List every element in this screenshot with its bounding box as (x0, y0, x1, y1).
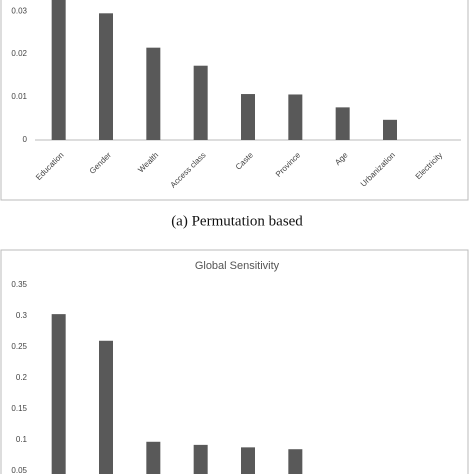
x-tick-label: Urbanization (359, 151, 397, 189)
bar (99, 340, 113, 474)
x-tick-label: Education (34, 151, 66, 183)
y-tick-label: 0.01 (11, 92, 27, 101)
x-tick-label: Caste (234, 150, 256, 172)
y-tick-label: 0.05 (11, 466, 27, 474)
caption: (a) Permutation based (171, 213, 303, 229)
bar (51, 0, 66, 140)
bar (146, 441, 161, 474)
bar (383, 119, 397, 140)
y-tick-label: 0 (23, 135, 28, 144)
chart-frame (0, 249, 469, 474)
y-tick-label: 0.1 (16, 435, 28, 444)
y-tick-label: 0.35 (11, 280, 27, 289)
y-tick-label: 0.25 (11, 342, 27, 351)
x-tick-label: Province (274, 150, 303, 179)
y-tick-label: 0.2 (16, 373, 28, 382)
y-tick-label: 0.03 (11, 6, 27, 15)
bar (288, 449, 303, 474)
bar (193, 444, 208, 474)
bar (241, 94, 255, 140)
bar (288, 94, 303, 140)
y-tick-label: 0.02 (11, 49, 27, 58)
x-tick-label: Access class (169, 151, 208, 190)
bar (146, 47, 161, 140)
x-tick-label: Age (333, 150, 350, 167)
y-tick-label: 0.15 (11, 404, 27, 413)
bar (99, 13, 113, 141)
x-tick-label: Gender (88, 150, 113, 175)
bar (241, 447, 255, 474)
bar (193, 65, 208, 140)
x-tick-label: Electricity (414, 151, 445, 182)
bar (335, 107, 350, 140)
chart-frame (0, 0, 469, 201)
chart-title: Global Sensitivity (195, 260, 280, 272)
x-tick-label: Wealth (136, 151, 160, 175)
y-tick-label: 0.3 (16, 311, 28, 320)
bar (51, 314, 66, 474)
